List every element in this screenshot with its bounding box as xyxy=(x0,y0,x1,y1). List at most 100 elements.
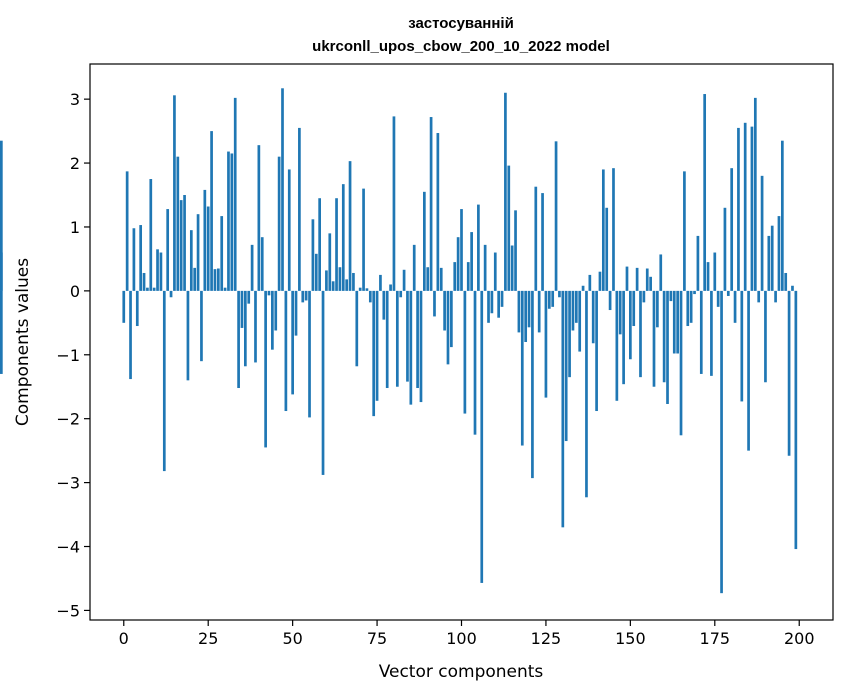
bar xyxy=(321,290,325,475)
bar xyxy=(591,290,595,344)
bar xyxy=(585,290,588,498)
bar xyxy=(595,290,598,412)
bar xyxy=(365,288,369,291)
bar xyxy=(629,290,632,360)
bar xyxy=(135,290,139,327)
bar xyxy=(588,274,592,291)
bar xyxy=(693,290,696,295)
bar xyxy=(358,287,362,291)
y-tick-label: −5 xyxy=(56,601,80,620)
bar xyxy=(787,290,791,456)
bar xyxy=(706,262,710,291)
bar xyxy=(189,230,193,291)
y-tick-label: 3 xyxy=(70,90,80,109)
bar xyxy=(237,290,240,389)
bar xyxy=(345,279,349,291)
bar xyxy=(308,290,311,418)
bar xyxy=(726,290,730,296)
bar xyxy=(568,290,571,378)
bar xyxy=(250,244,254,291)
bar xyxy=(406,290,409,382)
bar xyxy=(574,290,578,323)
bar xyxy=(460,209,463,291)
bar xyxy=(379,274,382,291)
bar xyxy=(527,290,531,328)
bar xyxy=(656,290,659,328)
bar xyxy=(0,252,3,291)
bar xyxy=(551,290,555,307)
bar xyxy=(355,290,359,367)
bar xyxy=(338,267,342,291)
bar xyxy=(740,290,744,402)
bar xyxy=(625,266,629,291)
bar xyxy=(183,195,186,291)
bar xyxy=(325,270,328,291)
bar xyxy=(186,290,190,381)
bar xyxy=(477,204,480,291)
bar xyxy=(419,290,423,403)
chart-title-line-2: ukrconll_upos_cbow_200_10_2022 model xyxy=(312,38,610,55)
bar xyxy=(352,272,355,291)
bar xyxy=(618,290,622,335)
bar xyxy=(331,281,335,291)
bar xyxy=(561,290,565,528)
bar xyxy=(689,290,693,323)
bar xyxy=(0,290,3,374)
bar xyxy=(743,122,747,291)
bar xyxy=(453,262,457,291)
bar xyxy=(710,290,713,376)
bar xyxy=(166,209,170,291)
bar xyxy=(169,290,173,298)
bar xyxy=(206,206,210,291)
bar xyxy=(463,290,467,414)
bar xyxy=(368,290,372,303)
bar xyxy=(159,252,163,291)
bar xyxy=(554,141,558,291)
y-tick-label: 0 xyxy=(70,282,80,301)
bar xyxy=(284,290,288,412)
bar xyxy=(264,290,267,448)
bar xyxy=(514,210,517,291)
bar xyxy=(767,235,771,291)
bar xyxy=(564,290,568,442)
bar xyxy=(385,290,389,389)
bar xyxy=(753,97,757,291)
bar xyxy=(409,290,413,405)
bar xyxy=(534,186,538,291)
bar xyxy=(666,290,669,404)
bar xyxy=(672,290,676,354)
bar xyxy=(395,290,399,387)
bar xyxy=(676,290,679,354)
bar xyxy=(699,290,703,374)
bar xyxy=(244,290,247,367)
bar xyxy=(635,267,639,291)
bar xyxy=(639,290,642,378)
bar xyxy=(433,290,436,317)
bar xyxy=(747,290,750,451)
bar xyxy=(537,290,541,333)
bar xyxy=(470,232,473,291)
bar xyxy=(632,290,636,327)
y-tick-label: −3 xyxy=(56,474,80,493)
bar xyxy=(547,290,551,309)
bar xyxy=(662,290,666,383)
bar xyxy=(608,290,612,311)
bar xyxy=(389,284,392,291)
x-tick-label: 0 xyxy=(119,629,129,648)
bar xyxy=(605,207,609,291)
bar xyxy=(581,285,585,291)
bar xyxy=(524,290,528,342)
bar xyxy=(504,92,507,291)
bar xyxy=(622,290,625,385)
bar xyxy=(659,254,663,291)
bar xyxy=(520,290,524,446)
bar xyxy=(274,290,278,331)
bar xyxy=(227,151,230,291)
bar xyxy=(723,207,727,291)
bar xyxy=(298,127,301,291)
bar xyxy=(152,287,156,291)
x-tick-label: 150 xyxy=(615,629,646,648)
bar xyxy=(456,237,460,291)
